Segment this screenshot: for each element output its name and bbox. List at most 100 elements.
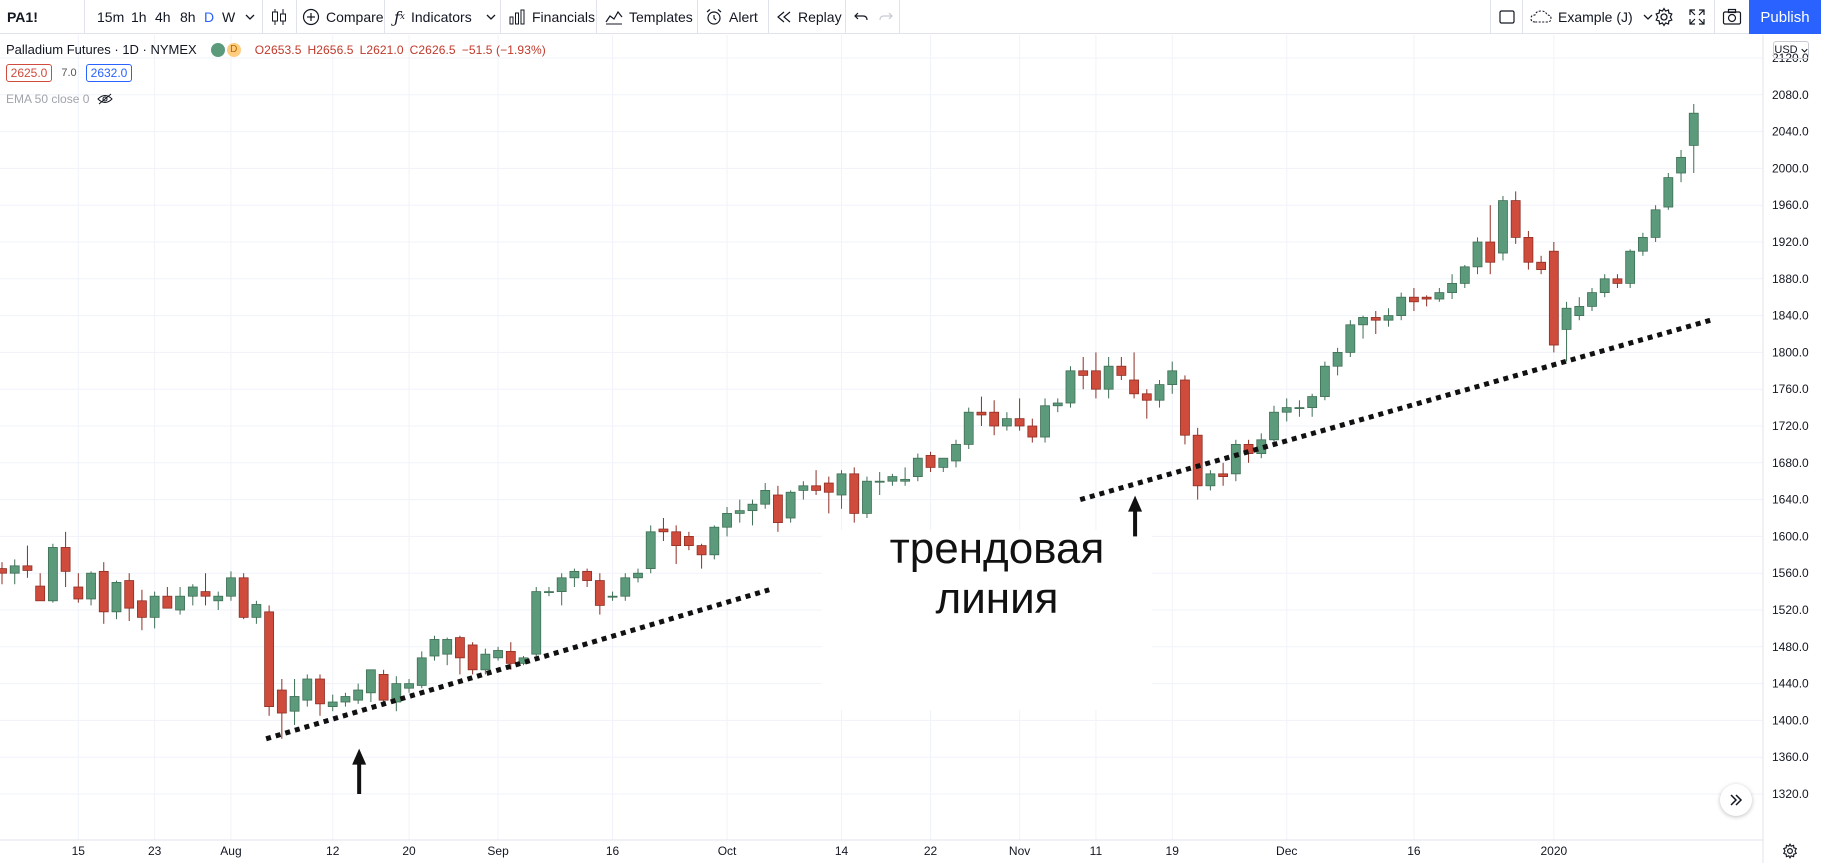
candle xyxy=(1345,320,1356,357)
candle-body xyxy=(442,639,453,655)
candle xyxy=(989,400,1000,436)
candle xyxy=(607,591,618,601)
interval-1h[interactable]: 1h xyxy=(131,0,147,34)
alert-button[interactable]: Alert xyxy=(705,0,758,34)
candle xyxy=(594,573,605,615)
symbol-search[interactable]: PA1! xyxy=(7,0,38,34)
price-tick-label: 1320.0 xyxy=(1772,787,1809,801)
redo-button[interactable] xyxy=(878,0,894,34)
candle-body xyxy=(187,586,198,597)
chart-type-button[interactable] xyxy=(269,0,289,34)
square-icon xyxy=(1499,10,1515,24)
candle-body xyxy=(378,674,389,701)
candle-body xyxy=(963,411,974,445)
layout-selector[interactable]: Example (J) xyxy=(1530,0,1653,34)
candle-body xyxy=(1180,379,1190,436)
candle-body xyxy=(658,528,669,533)
interval-8h[interactable]: 8h xyxy=(180,0,196,34)
candle xyxy=(404,679,414,693)
divider xyxy=(899,0,900,34)
settings-button[interactable] xyxy=(1654,0,1674,34)
candle-body xyxy=(912,457,923,478)
candle xyxy=(149,591,160,629)
candle xyxy=(849,467,860,523)
candle xyxy=(1269,405,1279,445)
candle xyxy=(1676,150,1686,183)
indicators-label: Indicators xyxy=(411,9,472,25)
replay-label: Replay xyxy=(798,9,842,25)
alarm-clock-icon xyxy=(706,9,722,25)
ema-indicator-legend[interactable]: EMA 50 close 0 xyxy=(6,92,114,106)
candle-body xyxy=(276,689,287,714)
candle xyxy=(442,637,453,666)
replay-button[interactable]: Replay xyxy=(776,0,842,34)
candle-body xyxy=(353,689,364,701)
candles-icon xyxy=(272,9,286,25)
indicators-dropdown[interactable] xyxy=(486,0,496,34)
interval-4h[interactable]: 4h xyxy=(155,0,171,34)
candle-body xyxy=(73,586,84,600)
sell-price[interactable]: 2625.0 xyxy=(6,64,52,82)
candle-body xyxy=(1548,250,1559,346)
scroll-to-realtime-button[interactable] xyxy=(1720,784,1752,816)
candle-body xyxy=(1625,250,1636,284)
candle-body xyxy=(238,577,249,618)
time-tick-label: Oct xyxy=(718,844,737,858)
cloud-icon xyxy=(1530,10,1552,23)
candles-layer xyxy=(0,104,1699,739)
currency-selector[interactable]: USD xyxy=(1773,41,1809,59)
trend-line xyxy=(1079,317,1712,503)
high-value: H2656.5 xyxy=(307,42,354,57)
price-tick-label: 1880.0 xyxy=(1772,272,1809,286)
candle-body xyxy=(1510,200,1521,238)
financials-label: Financials xyxy=(532,9,596,25)
financials-button[interactable]: Financials xyxy=(508,0,595,34)
candle xyxy=(213,591,224,610)
trendline-label-line-2: линия xyxy=(936,574,1059,623)
gear-icon xyxy=(1655,7,1673,27)
symbol-title[interactable]: Palladium Futures · 1D · NYMEX xyxy=(6,42,197,57)
candle-body xyxy=(709,526,720,556)
candle xyxy=(340,692,351,707)
fullscreen-toggle[interactable] xyxy=(1498,0,1516,34)
candle-body xyxy=(594,580,605,606)
interval-dropdown[interactable] xyxy=(245,0,255,34)
divider xyxy=(500,0,501,34)
snapshot-button[interactable] xyxy=(1722,0,1742,34)
candle-body xyxy=(124,580,135,609)
candle-body xyxy=(620,577,631,597)
expand-button[interactable] xyxy=(1688,0,1706,34)
time-axis: 15 23 Aug 12 20 Sep 16 Oct 14 22 Nov 11 19 Dec 16 2020 xyxy=(72,844,1568,858)
candle-body xyxy=(773,494,783,524)
candle xyxy=(709,525,720,560)
candle xyxy=(60,531,71,587)
interval-d[interactable]: D xyxy=(204,0,214,34)
eye-off-icon[interactable] xyxy=(97,93,114,105)
publish-button[interactable]: Publish xyxy=(1749,0,1821,34)
candle-body xyxy=(1345,324,1356,353)
candle xyxy=(505,642,516,670)
candle-body xyxy=(607,595,618,598)
candle-body xyxy=(683,535,694,546)
undo-button[interactable] xyxy=(853,0,869,34)
candle-body xyxy=(467,644,478,671)
candle xyxy=(493,646,503,661)
candle-body xyxy=(1498,200,1508,254)
price-tick-label: 1400.0 xyxy=(1772,713,1809,727)
open-value: O2653.5 xyxy=(254,42,302,57)
candle-body xyxy=(1116,365,1127,376)
candle-body xyxy=(1574,305,1585,316)
compare-button[interactable]: Compare xyxy=(302,0,384,34)
candle-body xyxy=(531,591,542,655)
price-tick-label: 1960.0 xyxy=(1772,198,1809,212)
templates-button[interactable]: Templates xyxy=(605,0,693,34)
interval-w[interactable]: W xyxy=(222,0,235,34)
candle xyxy=(391,676,402,712)
interval-15m[interactable]: 15m xyxy=(97,0,124,34)
buy-price[interactable]: 2632.0 xyxy=(86,64,132,82)
price-tick-label: 1520.0 xyxy=(1772,603,1809,617)
axis-settings-button[interactable] xyxy=(1780,841,1800,861)
